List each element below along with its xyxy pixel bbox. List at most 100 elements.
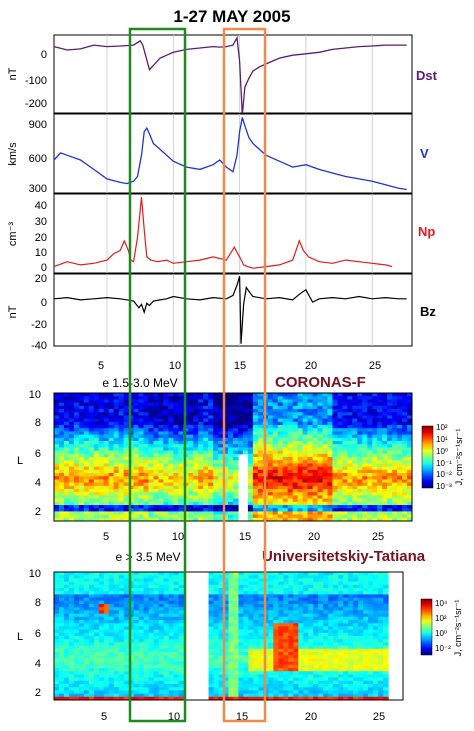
heatmap-2-cell bbox=[63, 604, 70, 608]
heatmap-2-cell bbox=[208, 693, 215, 698]
heatmap-1-cell bbox=[282, 511, 289, 516]
heatmap-1-cell bbox=[367, 489, 373, 493]
heatmap-2-cell bbox=[303, 629, 309, 634]
heatmap-1-cell bbox=[397, 501, 403, 506]
heatmap-2-cell bbox=[168, 597, 175, 602]
heatmap-1-cell bbox=[83, 498, 90, 503]
heatmap-1-cell bbox=[208, 479, 214, 484]
heatmap-2-cell bbox=[323, 626, 329, 631]
heatmap-1-cell bbox=[198, 441, 204, 445]
heatmap-2-cell bbox=[103, 661, 110, 666]
heatmap-2-cell bbox=[298, 690, 304, 695]
heatmap-1-cell bbox=[272, 517, 279, 521]
heatmap-1-cell bbox=[277, 399, 284, 404]
heatmap-1-cell bbox=[287, 508, 294, 512]
heatmap-2-cell bbox=[233, 600, 240, 605]
heatmap-1-cell bbox=[213, 466, 219, 471]
heatmap-2-cell bbox=[98, 680, 105, 685]
heatmap-1-cell bbox=[153, 511, 160, 516]
heatmap-1-cell bbox=[342, 402, 348, 407]
heatmap-2-cell bbox=[163, 645, 170, 650]
heatmap-2-cell bbox=[93, 693, 100, 698]
heatmap-1-cell bbox=[337, 412, 343, 416]
heatmap-1-cell bbox=[322, 466, 329, 471]
heatmap-2-cell bbox=[243, 661, 250, 666]
heatmap-1-cell bbox=[233, 418, 239, 423]
heatmap-2-cell bbox=[93, 648, 100, 653]
heatmap-1-cell bbox=[357, 479, 363, 484]
heatmap-2-cell bbox=[163, 693, 170, 698]
heatmap-1-cell bbox=[352, 514, 358, 519]
heatmap-2-cell bbox=[133, 677, 140, 682]
heatmap-2-cell bbox=[168, 578, 175, 583]
heatmap-2-cell bbox=[303, 690, 309, 695]
heatmap-1-cell bbox=[58, 396, 65, 400]
heatmap-1-cell bbox=[312, 485, 319, 490]
heatmap-2-cell bbox=[248, 661, 255, 666]
heatmap-2-cell bbox=[218, 575, 225, 579]
heatmap-2-cell bbox=[268, 588, 274, 592]
heatmap-2-cell bbox=[278, 684, 284, 688]
heatmap-1-cell bbox=[312, 463, 319, 468]
heatmap-1-cell bbox=[367, 393, 373, 397]
heatmap-1-cell bbox=[372, 511, 378, 516]
heatmap-1-cell bbox=[312, 476, 319, 480]
heatmap-2-cell bbox=[223, 639, 230, 643]
heatmap-1-cell bbox=[203, 409, 209, 413]
heatmap-1-cell bbox=[242, 447, 249, 452]
heatmap-2-cell bbox=[73, 664, 80, 669]
heatmap-1-cell bbox=[83, 495, 90, 500]
heatmap-1-cell bbox=[123, 466, 130, 471]
heatmap-1-cell bbox=[407, 434, 412, 439]
heatmap-1-cell bbox=[153, 434, 160, 439]
heatmap-1-cell bbox=[58, 405, 65, 410]
heatmap-1-cell bbox=[362, 428, 368, 432]
heatmap-1-cell bbox=[362, 425, 368, 429]
heatmap-1-cell bbox=[168, 479, 174, 484]
heatmap-1-cell bbox=[173, 466, 179, 471]
heatmap-1-cell bbox=[138, 428, 145, 432]
heatmap-1-cell bbox=[193, 473, 199, 477]
heatmap-2-cell bbox=[233, 572, 240, 576]
heatmap-1-cell bbox=[223, 514, 229, 519]
heatmap-2-cell bbox=[98, 652, 105, 656]
heatmap-1-cell bbox=[302, 511, 309, 516]
heatmap-2-cell bbox=[308, 684, 314, 688]
heatmap-1-cell bbox=[228, 444, 234, 448]
heatmap-1-cell bbox=[68, 476, 75, 480]
heatmap-1-cell bbox=[272, 425, 279, 429]
heatmap-1-cell bbox=[128, 473, 135, 477]
heatmap-2-cell bbox=[273, 674, 279, 679]
heatmap-1-cell bbox=[252, 431, 259, 436]
heatmap-1-cell bbox=[332, 479, 339, 484]
heatmap-2-cell bbox=[213, 632, 220, 637]
heatmap-1-cell bbox=[148, 415, 155, 420]
heatmap-1-cell bbox=[88, 409, 95, 413]
heatmap-2-cell bbox=[283, 696, 289, 700]
heatmap-2-cell bbox=[138, 572, 145, 576]
heatmap-2-cell bbox=[258, 655, 264, 659]
bz-ytick: -20 bbox=[31, 319, 47, 331]
heatmap-1-cell bbox=[143, 460, 150, 464]
heatmap-1-cell bbox=[387, 460, 393, 464]
heatmap-2-cell bbox=[178, 655, 185, 659]
heatmap-2-cell bbox=[108, 677, 115, 682]
heatmap-1-cell bbox=[367, 508, 373, 512]
heatmap-1-cell bbox=[158, 421, 164, 426]
heatmap-2-cell bbox=[123, 648, 130, 653]
heatmap-1-cell bbox=[218, 476, 224, 480]
heatmap-1-cell bbox=[252, 457, 259, 461]
heatmap-1-cell bbox=[287, 479, 294, 484]
heatmap-2-cell bbox=[258, 690, 264, 695]
heatmap-1-cell bbox=[203, 402, 209, 407]
heatmap-2-cell bbox=[278, 674, 284, 679]
heatmap-1-cell bbox=[103, 450, 110, 455]
heatmap-1-cell bbox=[133, 412, 140, 416]
heatmap-1-cell bbox=[337, 469, 343, 474]
np-ytick: 20 bbox=[35, 232, 47, 244]
heatmap-2-cell bbox=[273, 600, 279, 605]
heatmap-1-cell bbox=[247, 505, 254, 509]
heatmap-2-cell bbox=[173, 616, 180, 621]
heatmap-1-cell bbox=[178, 425, 184, 429]
heatmap-1-cell bbox=[213, 463, 219, 468]
